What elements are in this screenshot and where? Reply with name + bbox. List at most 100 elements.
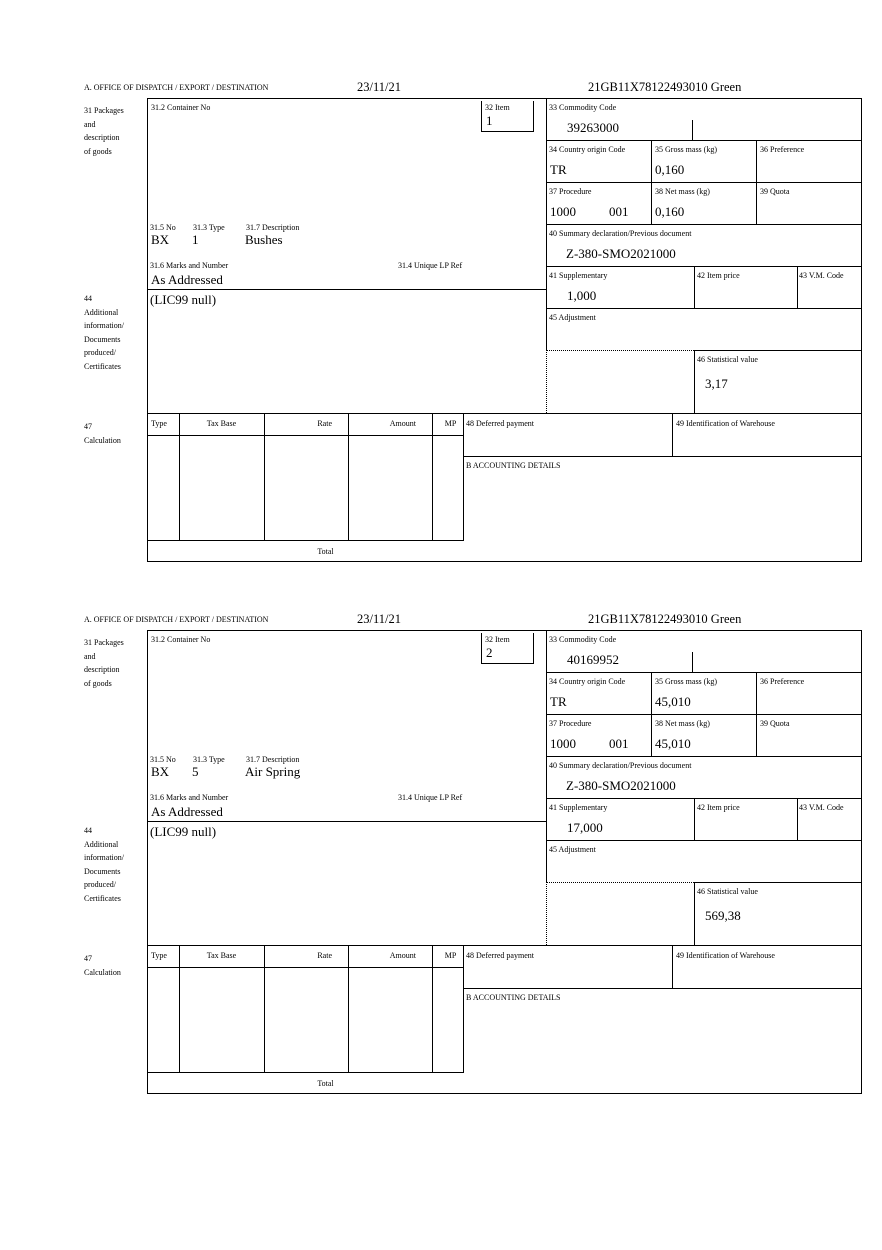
gross-mass-label: 35 Gross mass (kg) — [655, 145, 717, 154]
rule — [546, 798, 862, 800]
rule — [481, 101, 483, 132]
statistical-value-value: 569,38 — [705, 908, 741, 923]
declaration-date: 23/11/21 — [357, 80, 401, 94]
rule — [481, 633, 483, 664]
rule — [694, 266, 696, 309]
warehouse-label: 49 Identification of Warehouse — [676, 419, 775, 428]
dotted-rule — [546, 882, 547, 945]
gross-mass-label: 35 Gross mass (kg) — [655, 677, 717, 686]
rule — [692, 652, 694, 673]
rule — [672, 945, 674, 989]
unique-lp-ref-label: 31.4 Unique LP Ref — [398, 261, 463, 270]
dotted-rule — [546, 350, 547, 413]
declaration-reference: 21GB11X78122493010 Green — [588, 80, 742, 94]
additional-info-value: (LIC99 null) — [150, 824, 217, 839]
package-type-label: 31.3 Type — [193, 755, 225, 764]
rule — [179, 945, 181, 1073]
rule — [797, 266, 799, 309]
additional-info-label: 44 Additional information/ Documents pro… — [84, 294, 124, 371]
rule — [481, 663, 534, 665]
net-mass-value: 45,010 — [655, 736, 691, 751]
rule — [546, 182, 862, 184]
container-no-label: 31.2 Container No — [151, 635, 211, 644]
rule — [651, 140, 653, 225]
container-no-label: 31.2 Container No — [151, 103, 211, 112]
rule — [147, 945, 862, 947]
accounting-details-label: B ACCOUNTING DETAILS — [466, 461, 561, 470]
rule — [147, 289, 547, 291]
calc-column-header: MP — [444, 419, 457, 428]
item-label: 32 Item — [485, 103, 510, 112]
rule — [861, 98, 863, 562]
country-origin-label: 34 Country origin Code — [549, 145, 626, 154]
marks-numbers-value: As Addressed — [151, 272, 223, 287]
country-origin-value: TR — [550, 694, 567, 709]
item-label: 32 Item — [485, 635, 510, 644]
procedure-code-value: 001 — [609, 204, 629, 219]
package-type-value: 1 — [192, 232, 199, 247]
marks-numbers-label: 31.6 Marks and Number — [150, 261, 229, 270]
rule — [147, 413, 862, 415]
rule — [481, 131, 534, 133]
adjustment-label: 45 Adjustment — [549, 845, 596, 854]
rule — [546, 140, 862, 142]
preference-label: 36 Preference — [760, 677, 805, 686]
marks-numbers-label: 31.6 Marks and Number — [150, 793, 229, 802]
item-number: 2 — [486, 645, 493, 660]
procedure-label: 37 Procedure — [549, 187, 592, 196]
package-description-value: Bushes — [245, 232, 283, 247]
procedure-code-value: 001 — [609, 736, 629, 751]
rule — [756, 140, 758, 225]
gross-mass-value: 0,160 — [655, 162, 685, 177]
packages-label: 31 Packages and description of goods — [84, 638, 124, 688]
rule — [147, 540, 464, 542]
calc-column-header: Type — [151, 951, 167, 960]
quota-label: 39 Quota — [760, 187, 790, 196]
rule — [546, 308, 862, 310]
rule — [861, 630, 863, 1094]
net-mass-label: 38 Net mass (kg) — [655, 187, 710, 196]
commodity-code-label: 33 Commodity Code — [549, 635, 617, 644]
rule — [694, 350, 862, 352]
declaration-reference: 21GB11X78122493010 Green — [588, 612, 742, 626]
preference-label: 36 Preference — [760, 145, 805, 154]
marks-numbers-value: As Addressed — [151, 804, 223, 819]
rule — [147, 1093, 862, 1095]
procedure-value: 1000 — [550, 204, 576, 219]
calculation-label: 47 Calculation — [84, 954, 121, 977]
calc-column-header: Rate — [317, 951, 332, 960]
rule — [147, 630, 862, 632]
rule — [546, 840, 862, 842]
rule — [147, 630, 149, 1094]
summary-declaration-value: Z-380-SMO2021000 — [566, 778, 676, 793]
rule — [147, 435, 464, 437]
package-type-value: 5 — [192, 764, 199, 779]
package-no-label: 31.5 No — [150, 755, 176, 764]
rule — [147, 821, 547, 823]
calc-column-header: MP — [444, 951, 457, 960]
rule — [432, 413, 434, 541]
calc-column-header: Tax Base — [206, 419, 237, 428]
adjustment-label: 45 Adjustment — [549, 313, 596, 322]
rule — [694, 350, 696, 414]
package-description-value: Air Spring — [245, 764, 301, 779]
summary-declaration-label: 40 Summary declaration/Previous document — [549, 229, 692, 238]
procedure-value: 1000 — [550, 736, 576, 751]
dotted-rule — [546, 350, 694, 351]
total-label: Total — [317, 547, 334, 556]
packages-label: 31 Packages and description of goods — [84, 106, 124, 156]
item-price-label: 42 Item price — [697, 271, 740, 280]
rule — [694, 882, 862, 884]
package-description-label: 31.7 Description — [246, 755, 300, 764]
rule — [546, 224, 862, 226]
unique-lp-ref-label: 31.4 Unique LP Ref — [398, 793, 463, 802]
rule — [264, 945, 266, 1073]
rule — [651, 672, 653, 757]
rule — [694, 798, 696, 841]
office-heading: A. OFFICE OF DISPATCH / EXPORT / DESTINA… — [84, 615, 269, 624]
customs-form-item-2: A. OFFICE OF DISPATCH / EXPORT / DESTINA… — [0, 612, 882, 1112]
commodity-code-value: 39263000 — [567, 120, 619, 135]
calculation-label: 47 Calculation — [84, 422, 121, 445]
rule — [756, 672, 758, 757]
rule — [147, 967, 464, 969]
